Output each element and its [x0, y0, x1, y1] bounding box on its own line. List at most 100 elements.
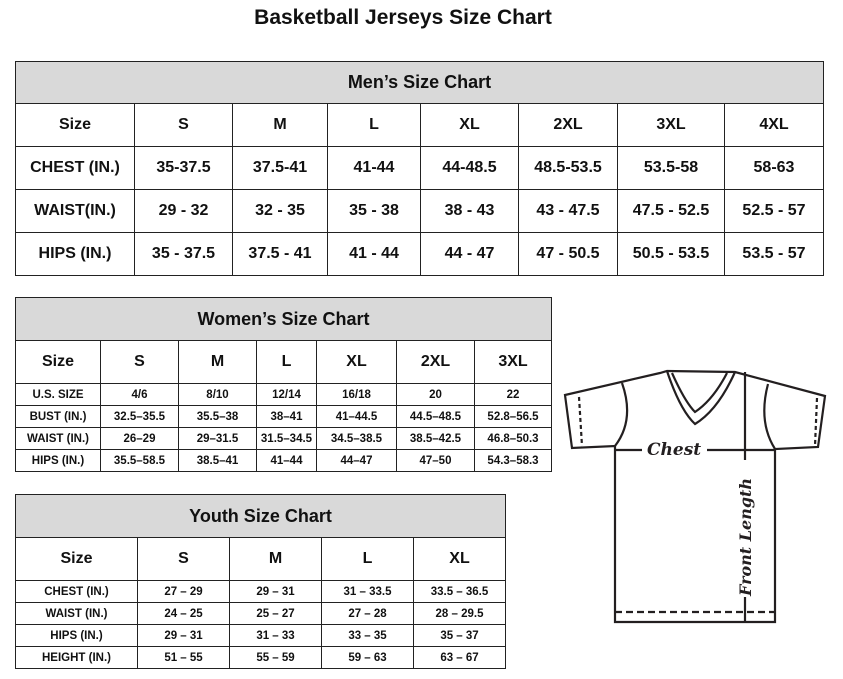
- table-cell: 31 – 33: [229, 624, 322, 647]
- table-cell: XL: [412, 537, 507, 581]
- table-cell: 35.5–58.5: [100, 449, 179, 472]
- table-row: WAIST (IN.) 24 – 25 25 – 27 27 – 28 28 – 29.…: [15, 602, 507, 625]
- table-title: Men’s Size Chart: [15, 61, 824, 104]
- row-label: WAIST (IN.): [15, 602, 138, 625]
- table-cell: 34.5–38.5: [316, 427, 397, 450]
- front-length-label: Front Length: [736, 478, 755, 597]
- row-label: BUST (IN.): [15, 405, 101, 428]
- table-cell: 4/6: [100, 383, 179, 406]
- table-cell: XL: [316, 340, 397, 384]
- table-cell: 41–44.5: [316, 405, 397, 428]
- shirt-outline: [563, 369, 827, 624]
- header-row: Size S M L XL 2XL 3XL 4XL: [15, 103, 824, 147]
- table-cell: 35 – 37: [412, 624, 507, 647]
- chest-label: Chest: [647, 440, 701, 460]
- row-label: Size: [15, 537, 138, 581]
- table-cell: 52.5 - 57: [724, 189, 824, 233]
- table-row: U.S. SIZE 4/6 8/10 12/14 16/18 20 22: [15, 383, 553, 406]
- table-cell: M: [229, 537, 322, 581]
- table-cell: 38 - 43: [420, 189, 519, 233]
- womens-size-table: Women’s Size Chart Size S M L XL 2XL 3XL U.S. S…: [14, 297, 553, 472]
- table-cell: 41–44: [256, 449, 317, 472]
- table-cell: S: [134, 103, 233, 147]
- table-cell: M: [232, 103, 328, 147]
- mens-size-table: Men’s Size Chart Size S M L XL 2XL 3XL 4XL CHEST…: [15, 61, 824, 276]
- table-title: Youth Size Chart: [14, 494, 507, 538]
- row-label: U.S. SIZE: [15, 383, 101, 406]
- table-cell: 29 – 31: [137, 624, 230, 647]
- table-cell: 2XL: [396, 340, 475, 384]
- table-cell: L: [256, 340, 317, 384]
- table-cell: 24 – 25: [137, 602, 230, 625]
- row-label: Size: [15, 340, 101, 384]
- table-row: WAIST(IN.) 29 - 32 32 - 35 35 - 38 38 - 43 43…: [15, 189, 824, 233]
- tshirt-diagram: Chest Front Length: [563, 369, 827, 624]
- row-label: CHEST (IN.): [15, 580, 138, 603]
- table-cell: 50.5 - 53.5: [617, 232, 725, 276]
- row-label: WAIST(IN.): [15, 189, 135, 233]
- table-cell: 37.5-41: [232, 146, 328, 190]
- table-cell: 58-63: [724, 146, 824, 190]
- row-label: WAIST (IN.): [15, 427, 101, 450]
- youth-size-table: Youth Size Chart Size S M L XL CHEST (IN.) 27 …: [14, 494, 507, 669]
- table-cell: 47 - 50.5: [518, 232, 618, 276]
- table-cell: 54.3–58.3: [473, 449, 553, 472]
- table-cell: 38.5–42.5: [396, 427, 475, 450]
- table-cell: 35 - 38: [327, 189, 421, 233]
- table-cell: 44.5–48.5: [396, 405, 475, 428]
- table-cell: L: [321, 537, 414, 581]
- table-cell: 29–31.5: [178, 427, 257, 450]
- table-cell: 63 – 67: [412, 646, 507, 669]
- table-cell: 48.5-53.5: [518, 146, 618, 190]
- header-row: Size S M L XL 2XL 3XL: [15, 340, 553, 384]
- table-cell: 38–41: [256, 405, 317, 428]
- table-cell: 31.5–34.5: [256, 427, 317, 450]
- table-row: HIPS (IN.) 35.5–58.5 38.5–41 41–44 44–47 47–5…: [15, 449, 553, 472]
- table-cell: 29 - 32: [134, 189, 233, 233]
- table-cell: 41 - 44: [327, 232, 421, 276]
- table-cell: 12/14: [256, 383, 317, 406]
- table-cell: 31 – 33.5: [321, 580, 414, 603]
- table-cell: 16/18: [316, 383, 397, 406]
- table-cell: 52.8–56.5: [473, 405, 553, 428]
- table-cell: 47.5 - 52.5: [617, 189, 725, 233]
- table-title: Women’s Size Chart: [14, 297, 553, 341]
- table-cell: 53.5-58: [617, 146, 725, 190]
- table-cell: 3XL: [473, 340, 553, 384]
- table-cell: 35-37.5: [134, 146, 233, 190]
- table-row: BUST (IN.) 32.5–35.5 35.5–38 38–41 41–44.5 44…: [15, 405, 553, 428]
- table-row: HIPS (IN.) 29 – 31 31 – 33 33 – 35 35 – 37: [15, 624, 507, 647]
- table-cell: L: [327, 103, 421, 147]
- table-cell: 26–29: [100, 427, 179, 450]
- table-cell: S: [100, 340, 179, 384]
- table-cell: 47–50: [396, 449, 475, 472]
- table-cell: 2XL: [518, 103, 618, 147]
- table-cell: 32.5–35.5: [100, 405, 179, 428]
- table-cell: 41-44: [327, 146, 421, 190]
- table-cell: 44-48.5: [420, 146, 519, 190]
- table-row: HIPS (IN.) 35 - 37.5 37.5 - 41 41 - 44 44 - …: [15, 232, 824, 276]
- table-cell: 35 - 37.5: [134, 232, 233, 276]
- table-cell: 3XL: [617, 103, 725, 147]
- table-cell: 22: [473, 383, 553, 406]
- table-cell: 27 – 28: [321, 602, 414, 625]
- table-cell: 29 – 31: [229, 580, 322, 603]
- table-cell: 35.5–38: [178, 405, 257, 428]
- table-cell: 33.5 – 36.5: [412, 580, 507, 603]
- table-cell: 38.5–41: [178, 449, 257, 472]
- table-cell: 25 – 27: [229, 602, 322, 625]
- table-cell: 55 – 59: [229, 646, 322, 669]
- table-cell: 44 - 47: [420, 232, 519, 276]
- table-row: CHEST (IN.) 27 – 29 29 – 31 31 – 33.5 33.5 –…: [15, 580, 507, 603]
- table-cell: 43 - 47.5: [518, 189, 618, 233]
- table-row: CHEST (IN.) 35-37.5 37.5-41 41-44 44-48.5 48.…: [15, 146, 824, 190]
- table-row: WAIST (IN.) 26–29 29–31.5 31.5–34.5 34.5–38.…: [15, 427, 553, 450]
- table-cell: 59 – 63: [321, 646, 414, 669]
- table-cell: 27 – 29: [137, 580, 230, 603]
- table-cell: XL: [420, 103, 519, 147]
- row-label: Size: [15, 103, 135, 147]
- table-cell: 51 – 55: [137, 646, 230, 669]
- table-cell: 20: [396, 383, 475, 406]
- header-row: Size S M L XL: [15, 537, 507, 581]
- row-label: HEIGHT (IN.): [15, 646, 138, 669]
